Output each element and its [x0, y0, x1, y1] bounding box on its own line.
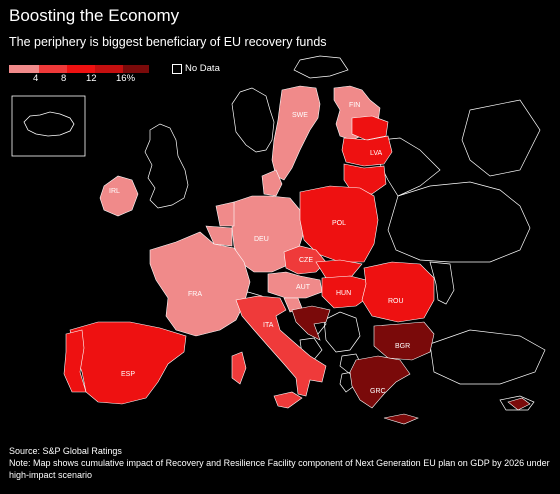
country-CYP — [507, 397, 531, 411]
label-GRC: GRC — [370, 388, 386, 395]
no-data-label: No Data — [185, 63, 220, 74]
country-NLD — [215, 201, 235, 227]
country-CRT — [383, 413, 419, 425]
label-ROU: ROU — [388, 298, 404, 305]
label-LVA: LVA — [370, 150, 383, 157]
country-GRC — [349, 355, 411, 409]
legend: 4 8 12 16% No Data — [9, 61, 269, 91]
note-text: Note: Map shows cumulative impact of Rec… — [9, 458, 550, 480]
label-HUN: HUN — [336, 290, 351, 297]
legend-swatch-3 — [67, 65, 95, 73]
country-SVK — [315, 259, 363, 279]
iceland-inset-frame — [11, 95, 86, 157]
country-LVA — [341, 135, 393, 167]
legend-tick-8: 8 — [61, 73, 67, 84]
country-AUT — [267, 271, 323, 299]
legend-tick-16: 16% — [116, 73, 136, 84]
country-ESP — [69, 321, 187, 405]
country-LTU — [343, 163, 387, 195]
label-CZE: CZE — [299, 257, 313, 264]
source-text: Source: S&P Global Ratings — [9, 446, 122, 456]
country-BEL — [205, 225, 233, 247]
label-IRL: IRL — [109, 188, 120, 195]
country-DNK — [261, 169, 283, 197]
country-IRL — [99, 175, 139, 217]
chart-subtitle: The periphery is biggest beneficiary of … — [9, 35, 327, 49]
no-data-swatch — [172, 64, 182, 74]
label-ESP: ESP — [121, 371, 135, 378]
country-ROU — [361, 261, 435, 323]
label-AUT: AUT — [296, 284, 311, 291]
legend-swatch-1 — [9, 65, 39, 73]
label-BGR: BGR — [395, 343, 410, 350]
country-EST — [351, 115, 389, 141]
country-POL — [299, 185, 379, 263]
country-SAR — [231, 351, 247, 385]
label-ITA: ITA — [263, 322, 274, 329]
country-SWE — [271, 85, 321, 181]
legend-swatch-5 — [123, 65, 149, 73]
chart-title: Boosting the Economy — [9, 6, 180, 25]
legend-tick-4: 4 — [33, 73, 39, 84]
label-SWE: SWE — [292, 112, 308, 119]
iceland-outline — [23, 111, 75, 137]
legend-swatch-4 — [95, 65, 123, 73]
legend-tick-12: 12 — [86, 73, 97, 84]
label-DEU: DEU — [254, 236, 269, 243]
country-HRV — [291, 305, 331, 341]
country-PRT — [63, 329, 87, 393]
label-POL: POL — [332, 220, 346, 227]
country-ITA — [235, 295, 327, 397]
country-SIC — [273, 391, 303, 409]
label-FRA: FRA — [188, 291, 202, 298]
legend-swatch-2 — [39, 65, 67, 73]
label-FIN: FIN — [349, 102, 360, 109]
country-BGR — [373, 321, 435, 361]
country-FRA — [149, 231, 251, 337]
